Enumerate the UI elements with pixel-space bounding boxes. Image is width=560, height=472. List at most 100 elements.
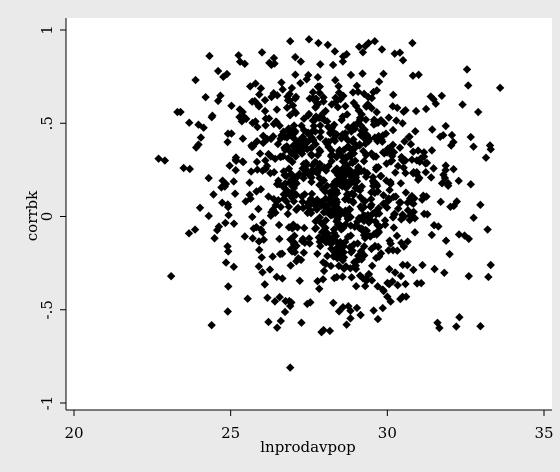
data-point — [304, 234, 314, 243]
data-point — [299, 248, 309, 257]
data-point — [280, 307, 290, 317]
data-point — [279, 127, 288, 136]
data-point — [391, 192, 400, 201]
data-point — [311, 217, 320, 226]
data-point — [338, 272, 347, 281]
data-point — [185, 164, 195, 174]
data-point — [380, 216, 390, 225]
data-point — [396, 271, 406, 281]
data-point — [360, 196, 370, 206]
data-point — [268, 252, 277, 261]
y-tick-label: 0 — [38, 212, 56, 222]
y-axis-ticks: -1 -.5 0 .5 1 — [38, 25, 66, 410]
data-point — [395, 48, 405, 57]
data-point — [318, 227, 327, 236]
data-point — [408, 71, 418, 80]
data-point — [346, 306, 355, 315]
data-point — [351, 264, 361, 274]
data-point — [269, 53, 279, 63]
data-point — [283, 209, 293, 219]
data-point — [370, 133, 380, 142]
y-tick-label: .5 — [38, 116, 56, 130]
data-point — [312, 205, 322, 214]
data-point — [469, 142, 478, 151]
data-point — [449, 164, 458, 174]
data-point — [213, 66, 223, 76]
data-point — [245, 178, 254, 187]
data-point — [328, 233, 338, 242]
data-point — [474, 107, 483, 117]
data-point — [254, 262, 263, 271]
data-point — [374, 203, 383, 213]
data-point — [412, 279, 422, 288]
data-point — [332, 238, 342, 247]
data-point — [412, 169, 421, 179]
data-point — [446, 141, 456, 150]
data-point — [230, 189, 240, 198]
data-point — [362, 102, 371, 111]
data-point — [212, 225, 222, 235]
data-point — [160, 156, 170, 165]
data-point — [378, 303, 387, 313]
data-point — [235, 112, 244, 122]
data-point — [316, 121, 325, 130]
data-point — [403, 237, 412, 246]
data-point — [426, 92, 435, 101]
data-point — [293, 203, 303, 213]
data-point — [278, 85, 287, 94]
data-point — [248, 212, 257, 222]
data-point — [412, 156, 422, 165]
data-point — [286, 175, 296, 185]
data-point — [179, 163, 188, 173]
data-point — [342, 320, 351, 329]
data-point — [464, 271, 473, 281]
data-point — [393, 246, 402, 255]
data-point — [401, 279, 410, 289]
x-tick-label: 25 — [221, 424, 240, 442]
data-point — [223, 202, 233, 212]
data-point — [403, 261, 412, 270]
data-point — [277, 78, 286, 87]
data-point — [449, 137, 458, 147]
data-point — [252, 137, 262, 146]
data-point — [423, 210, 432, 219]
data-point — [350, 222, 359, 231]
data-point — [484, 272, 493, 282]
data-point — [351, 282, 361, 291]
data-point — [443, 179, 453, 188]
data-point — [274, 220, 284, 230]
data-point — [332, 164, 342, 173]
data-point — [352, 101, 361, 111]
data-point — [341, 262, 351, 271]
data-point — [399, 107, 408, 116]
data-point — [408, 38, 417, 48]
data-point — [315, 133, 325, 142]
data-point — [260, 280, 270, 289]
data-point — [243, 294, 252, 303]
data-point — [313, 100, 322, 109]
data-point — [353, 87, 363, 96]
data-point — [303, 202, 312, 211]
data-point — [264, 192, 273, 201]
x-tick-label: 30 — [378, 424, 397, 442]
data-point — [384, 246, 393, 255]
data-point — [378, 131, 388, 140]
data-point — [275, 292, 284, 302]
data-points — [154, 35, 505, 372]
data-point — [360, 281, 370, 291]
data-point — [285, 296, 294, 306]
data-point — [282, 103, 292, 112]
data-point — [483, 225, 492, 234]
data-point — [464, 81, 473, 90]
data-point — [355, 141, 364, 150]
data-point — [399, 242, 409, 251]
data-point — [335, 180, 345, 189]
data-point — [297, 318, 306, 327]
data-point — [370, 241, 380, 251]
data-point — [286, 245, 295, 254]
data-point — [452, 197, 462, 206]
data-point — [360, 251, 369, 260]
data-point — [418, 260, 427, 270]
data-point — [323, 117, 332, 126]
data-point — [224, 247, 233, 256]
